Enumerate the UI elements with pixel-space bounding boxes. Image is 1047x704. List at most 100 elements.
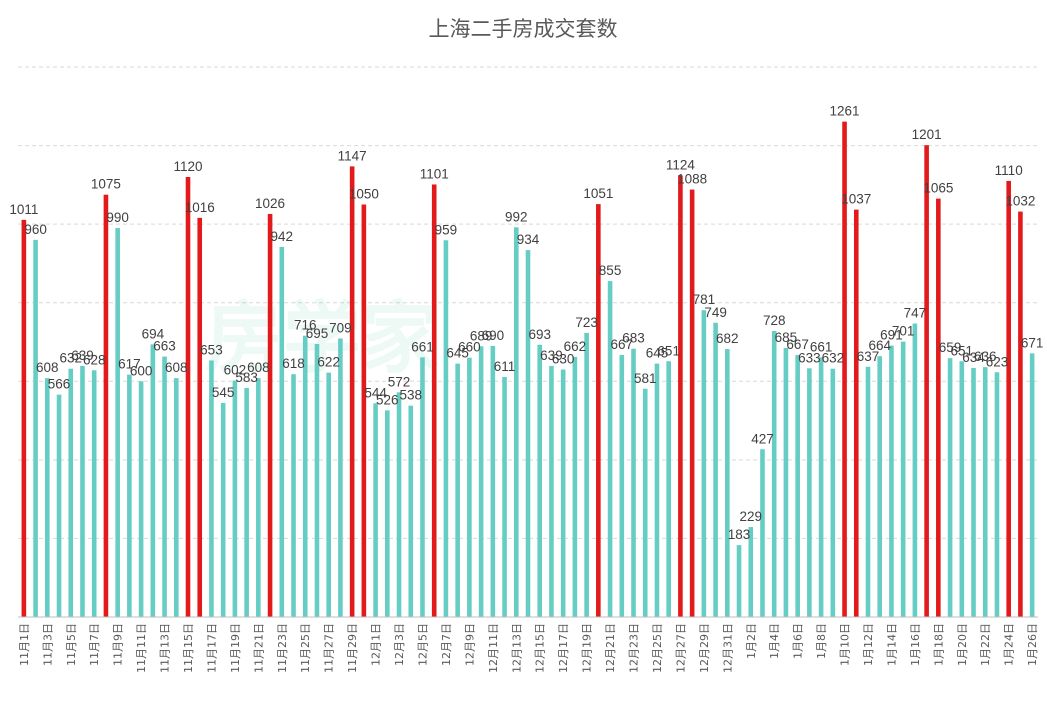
data-label: 660 <box>458 340 481 355</box>
data-label: 659 <box>939 340 962 355</box>
tick-label: 1月20日 <box>956 623 969 666</box>
tick-label: 12月31日 <box>721 623 734 673</box>
bar-12月29日 <box>701 310 707 617</box>
data-label: 1016 <box>185 200 215 215</box>
bar-12月17日 <box>560 369 566 617</box>
data-label: 632 <box>822 351 845 366</box>
tick-label: 12月7日 <box>440 623 453 666</box>
data-label: 526 <box>376 392 399 407</box>
data-label: 661 <box>411 339 434 354</box>
bar-12月6日 <box>431 184 437 617</box>
bar-11月2日 <box>33 239 38 618</box>
bar-1月9日 <box>830 368 836 617</box>
bar-11月27日 <box>326 372 331 617</box>
data-label: 1101 <box>420 166 449 181</box>
bar-12月12日 <box>502 376 507 617</box>
bar-1月16日 <box>912 323 918 617</box>
watermark: 房学家 <box>205 294 439 384</box>
bar-1月4日 <box>771 331 777 617</box>
data-label: 645 <box>446 346 469 361</box>
tick-label: 1月2日 <box>745 623 758 659</box>
bar-11月20日 <box>244 387 249 617</box>
bar-1月7日 <box>807 368 812 617</box>
data-label: 695 <box>306 326 329 341</box>
tick-label: 11月1日 <box>18 623 31 666</box>
bar-12月11日 <box>490 345 496 617</box>
data-label: 1075 <box>91 177 121 192</box>
tick-label: 1月26日 <box>1026 623 1039 666</box>
bar-1月21日 <box>971 367 976 617</box>
data-label: 183 <box>728 527 751 542</box>
bar-12月5日 <box>420 357 425 617</box>
data-label: 1147 <box>338 148 367 163</box>
bar-12月28日 <box>689 189 695 617</box>
data-label: 691 <box>880 328 903 343</box>
data-label: 545 <box>212 385 235 400</box>
data-label: 990 <box>106 210 129 225</box>
data-label: 633 <box>798 350 821 365</box>
bar-11月9日 <box>115 228 120 617</box>
bar-1月14日 <box>889 345 894 617</box>
data-label: 960 <box>24 222 47 237</box>
bar-11月4日 <box>56 394 62 617</box>
bar-11月28日 <box>338 338 343 617</box>
data-label: 682 <box>716 331 739 346</box>
data-label: 667 <box>611 337 634 352</box>
bar-1月23日 <box>994 372 1000 617</box>
data-label: 608 <box>247 360 270 375</box>
bar-12月2日 <box>385 410 390 617</box>
bar-12月13日 <box>513 227 519 618</box>
bar-11月13日 <box>162 356 167 617</box>
tick-label: 1月6日 <box>792 623 805 659</box>
data-label: 229 <box>739 509 762 524</box>
tick-label: 12月23日 <box>628 623 641 673</box>
bar-12月10日 <box>478 346 484 617</box>
data-label: 538 <box>399 388 422 403</box>
data-label: 622 <box>317 355 340 370</box>
bar-1月20日 <box>959 361 965 617</box>
bar-11月30日 <box>361 204 367 617</box>
data-label: 637 <box>857 349 880 364</box>
bar-1月24日 <box>1006 180 1011 617</box>
tick-label: 11月3日 <box>41 623 54 666</box>
data-label: 1026 <box>255 196 285 211</box>
bar-1月3日 <box>760 449 765 617</box>
data-label: 689 <box>470 328 493 343</box>
bar-11月17日 <box>209 360 214 617</box>
data-label: 544 <box>364 385 387 400</box>
tick-label: 11月29日 <box>346 623 359 673</box>
data-label: 1088 <box>677 172 707 187</box>
data-label: 572 <box>388 374 411 389</box>
bar-11月3日 <box>45 378 50 617</box>
tick-label: 12月9日 <box>463 623 476 666</box>
bar-11月22日 <box>267 213 273 617</box>
data-label: 651 <box>657 343 680 358</box>
bar-12月26日 <box>666 361 671 617</box>
tick-label: 1月18日 <box>932 623 945 666</box>
bar-1月17日 <box>924 145 929 617</box>
tick-label: 12月29日 <box>698 623 711 673</box>
bar-12月21日 <box>607 281 613 617</box>
bar-11月5日 <box>68 368 74 617</box>
data-label: 723 <box>575 315 598 330</box>
data-label: 1011 <box>9 202 38 217</box>
chart-title: 上海二手房成交套数 <box>429 17 618 41</box>
data-label: 959 <box>435 222 458 237</box>
tick-label: 12月15日 <box>534 623 547 673</box>
data-label: 581 <box>634 371 657 386</box>
tick-label: 12月19日 <box>581 623 594 673</box>
tick-label: 11月17日 <box>205 623 218 673</box>
tick-label: 11月11日 <box>135 623 148 673</box>
data-label: 583 <box>235 370 258 385</box>
bar-1月18日 <box>936 198 941 618</box>
data-label: 651 <box>951 343 974 358</box>
data-label: 608 <box>165 360 188 375</box>
bar-12月16日 <box>549 365 554 617</box>
bar-12月7日 <box>443 240 449 617</box>
data-label: 693 <box>528 327 551 342</box>
data-label: 632 <box>59 351 82 366</box>
data-label: 623 <box>986 354 1009 369</box>
bar-12月18日 <box>572 356 578 617</box>
data-label: 639 <box>71 348 94 363</box>
